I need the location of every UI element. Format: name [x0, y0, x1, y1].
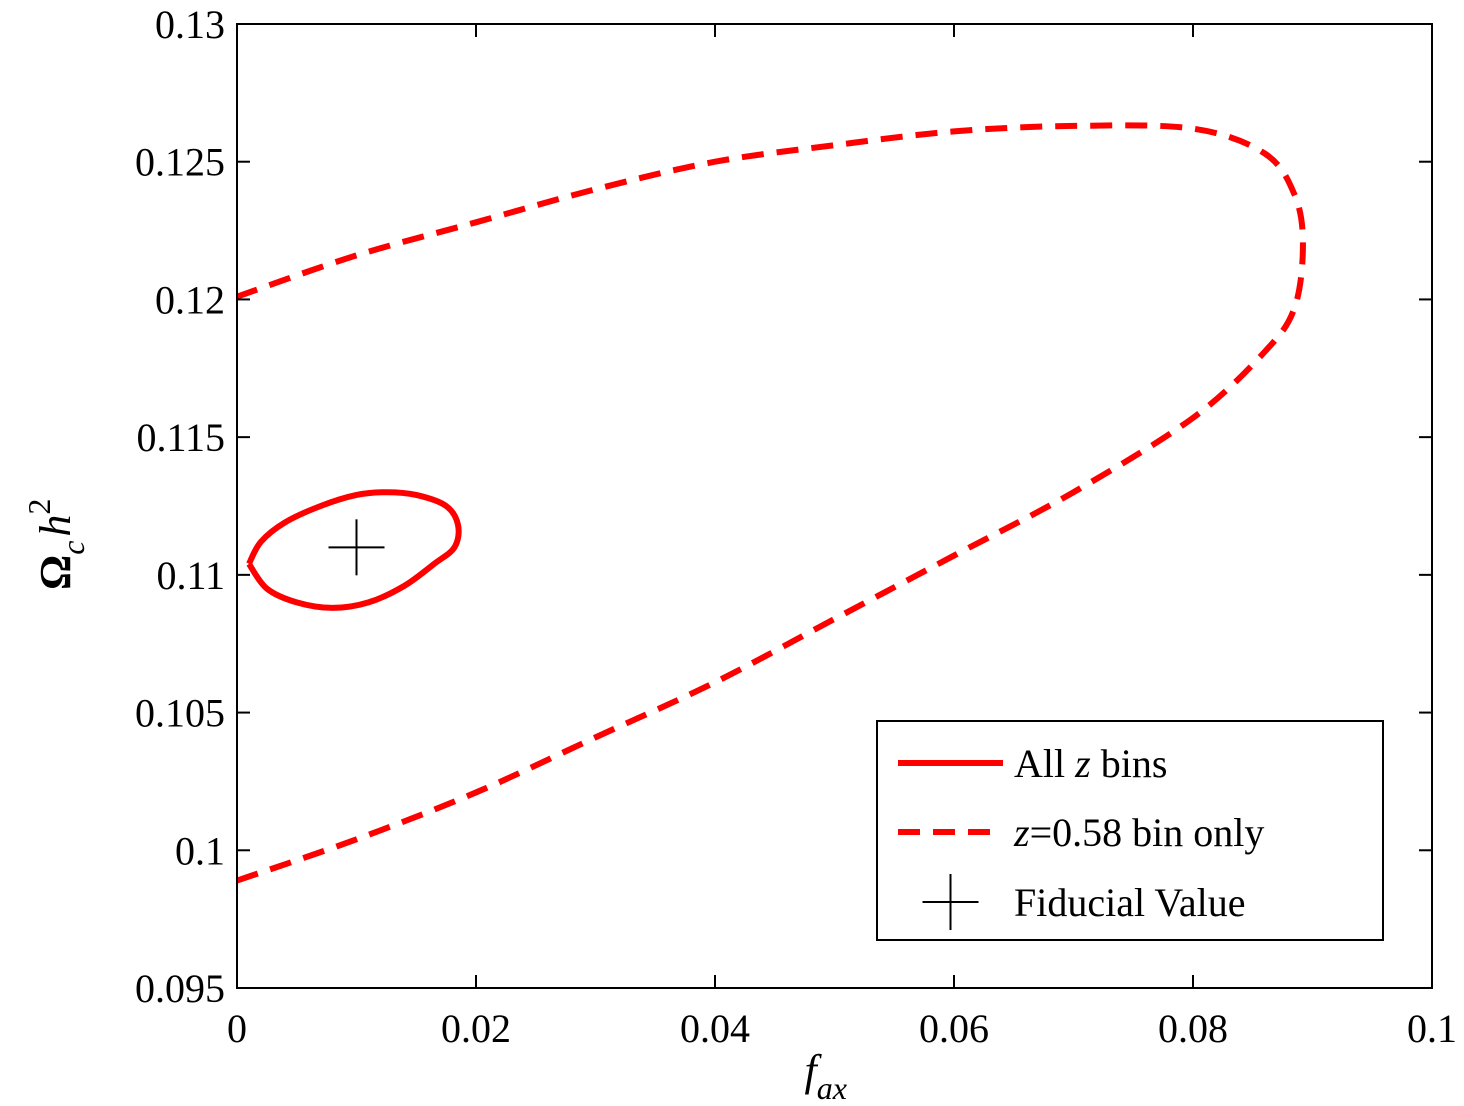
- x-tick-label: 0.06: [919, 1006, 989, 1051]
- axes-layer: 0 0.02 0.04 0.06 0.08 0.1 0.095 0.1 0.105 0.11 0.1…: [21, 2, 1457, 1106]
- legend-label: z=0.58 bin only: [1013, 810, 1264, 855]
- y-axis-title-main: Ω: [31, 555, 80, 590]
- x-axis-title-sub: ax: [817, 1070, 847, 1106]
- x-tick-label: 0.02: [441, 1006, 511, 1051]
- fiducial-marker: [328, 519, 385, 576]
- y-tick-label: 0.11: [156, 553, 225, 598]
- legend-label-part: z: [1013, 810, 1030, 855]
- x-axis-title: fax: [805, 1046, 847, 1106]
- y-tick-label: 0.095: [135, 966, 225, 1011]
- legend-box: [876, 720, 1384, 941]
- series-line-solid: [246, 489, 462, 611]
- legend-label-part: =0.58 bin only: [1030, 810, 1265, 855]
- legend-swatch-marker: [922, 874, 979, 930]
- y-tick-label: 0.125: [135, 140, 225, 185]
- y-axis-title-tail: h: [31, 515, 80, 537]
- x-tick-label: 0.1: [1407, 1006, 1457, 1051]
- legend-label-part: bins: [1091, 741, 1168, 786]
- x-tick-label: 0: [227, 1006, 247, 1051]
- legend-label-part: z: [1074, 741, 1091, 786]
- legend-label: All z bins: [1014, 741, 1167, 786]
- x-tick-label: 0.04: [680, 1006, 750, 1051]
- series-line-dashed: [236, 122, 1306, 884]
- y-tick-label: 0.115: [136, 415, 225, 460]
- y-axis-title-sub: c: [55, 541, 91, 555]
- series-layer: [236, 122, 1306, 884]
- plot-frame: [236, 23, 1433, 989]
- legend-label: Fiducial Value: [1014, 880, 1245, 925]
- y-tick-label: 0.13: [155, 2, 225, 47]
- y-tick-label: 0.1: [175, 828, 225, 873]
- legend-label-part: All: [1014, 741, 1075, 786]
- x-tick-label: 0.08: [1158, 1006, 1228, 1051]
- y-tick-label: 0.105: [135, 691, 225, 736]
- y-axis-title-sup: 2: [21, 499, 57, 515]
- y-axis-title: Ωch2: [21, 499, 91, 590]
- y-tick-label: 0.12: [155, 277, 225, 322]
